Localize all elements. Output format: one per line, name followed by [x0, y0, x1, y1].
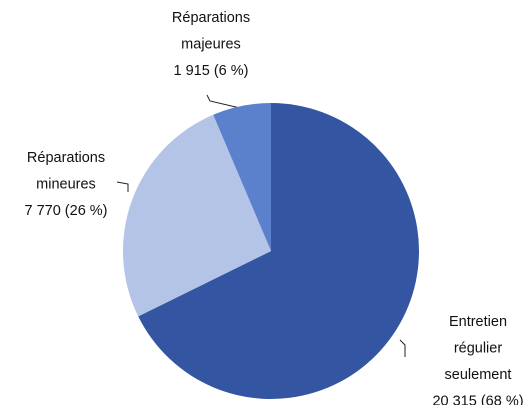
label-line: régulier: [454, 341, 503, 357]
label-line: Entretien: [449, 314, 507, 330]
category-label: Réparations mineures: [27, 150, 105, 193]
leader-line: [116, 181, 129, 192]
leader-line: [206, 94, 241, 109]
leader-line: [399, 339, 406, 357]
pie-slice: [122, 114, 272, 317]
value-label: 20 315 (68 %): [432, 394, 523, 405]
pie-slice: [138, 103, 419, 399]
label-line: seulement: [445, 367, 512, 383]
value-label: 7 770 (26 %): [24, 203, 107, 219]
category-label: Entretien régulier seulement: [445, 314, 512, 383]
value-label: 1 915 (6 %): [174, 63, 249, 79]
pie-slice: [213, 103, 271, 251]
label-line: Réparations: [172, 10, 250, 26]
category-label: Réparations majeures: [172, 10, 250, 53]
label-line: majeures: [181, 37, 241, 53]
label-line: mineures: [36, 177, 96, 193]
label-line: Réparations: [27, 150, 105, 166]
